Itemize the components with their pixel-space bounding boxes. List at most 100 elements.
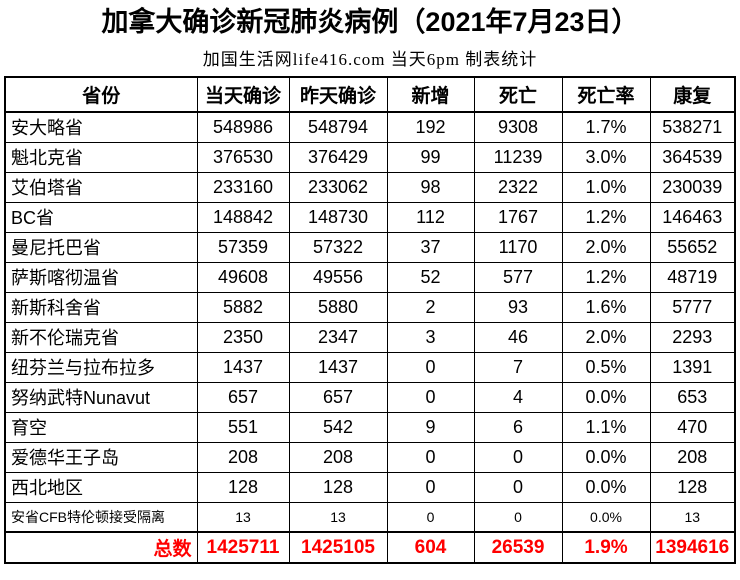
cell-province: 努纳武特Nunavut [4,381,198,413]
cell-death-rate: 0.0% [561,501,651,533]
cell-deaths: 1170 [473,231,563,263]
cell-deaths: 4 [473,381,563,413]
cell-today: 128 [196,471,290,503]
cell-new: 0 [386,441,475,473]
cell-new: 3 [386,321,475,353]
cell-province: 新斯科舍省 [4,291,198,323]
table-row: 努纳武特Nunavut 657 657 0 4 0.0% 653 [4,381,736,413]
cell-deaths: 93 [473,291,563,323]
cell-province: BC省 [4,201,198,233]
header-recovered: 康复 [649,76,736,113]
table-row: 纽芬兰与拉布拉多 1437 1437 0 7 0.5% 1391 [4,351,736,383]
cell-death-rate: 0.5% [561,351,651,383]
cell-new: 0 [386,381,475,413]
cell-yesterday: 5880 [288,291,388,323]
cell-new: 112 [386,201,475,233]
cell-deaths: 7 [473,351,563,383]
page-header: 加拿大确诊新冠肺炎病例（2021年7月23日） 加国生活网life416.com… [0,0,740,70]
cell-death-rate: 1.2% [561,201,651,233]
cell-death-rate: 0.0% [561,471,651,503]
table-row: 新不伦瑞克省 2350 2347 3 46 2.0% 2293 [4,321,736,353]
cell-death-rate: 1.0% [561,171,651,203]
cell-today: 657 [196,381,290,413]
cell-province: 纽芬兰与拉布拉多 [4,351,198,383]
cell-today: 5882 [196,291,290,323]
cell-yesterday: 208 [288,441,388,473]
cell-province: 西北地区 [4,471,198,503]
header-today-confirmed: 当天确诊 [196,76,290,113]
cell-today: 233160 [196,171,290,203]
cell-yesterday: 49556 [288,261,388,293]
cell-recovered: 1391 [649,351,736,383]
cell-new: 52 [386,261,475,293]
total-label: 总数 [4,531,198,564]
cell-recovered: 5777 [649,291,736,323]
table-body: 安大略省 548986 548794 192 9308 1.7% 538271 魁北克省 376… [4,111,736,533]
total-recovered: 1394616 [649,531,736,564]
page-title: 加拿大确诊新冠肺炎病例（2021年7月23日） [101,7,639,37]
cell-deaths: 0 [473,501,563,533]
cell-yesterday: 542 [288,411,388,443]
cell-new: 99 [386,141,475,173]
cell-recovered: 230039 [649,171,736,203]
cell-recovered: 13 [649,501,736,533]
cell-death-rate: 2.0% [561,231,651,263]
cell-recovered: 470 [649,411,736,443]
cell-recovered: 55652 [649,231,736,263]
table-row: 西北地区 128 128 0 0 0.0% 128 [4,471,736,503]
cell-deaths: 577 [473,261,563,293]
cell-province: 安省CFB特伦顿接受隔离 [4,501,198,533]
cell-recovered: 653 [649,381,736,413]
table-row: 魁北克省 376530 376429 99 11239 3.0% 364539 [4,141,736,173]
header-death-rate: 死亡率 [561,76,651,113]
table-header-row: 省份 当天确诊 昨天确诊 新增 死亡 死亡率 康复 [4,76,736,113]
cell-today: 2350 [196,321,290,353]
cell-recovered: 48719 [649,261,736,293]
cell-deaths: 0 [473,471,563,503]
cell-new: 98 [386,171,475,203]
cell-province: 曼尼托巴省 [4,231,198,263]
cell-recovered: 128 [649,471,736,503]
cell-yesterday: 1437 [288,351,388,383]
total-yesterday: 1425105 [288,531,388,564]
cell-province: 魁北克省 [4,141,198,173]
header-new-cases: 新增 [386,76,475,113]
cell-yesterday: 548794 [288,111,388,143]
cell-today: 13 [196,501,290,533]
cell-today: 208 [196,441,290,473]
cell-recovered: 2293 [649,321,736,353]
covid-stats-table: 省份 当天确诊 昨天确诊 新增 死亡 死亡率 康复 安大略省 548986 5487… [4,76,736,564]
cell-deaths: 6 [473,411,563,443]
table-row: 新斯科舍省 5882 5880 2 93 1.6% 5777 [4,291,736,323]
cell-recovered: 146463 [649,201,736,233]
table-row: 萨斯喀彻温省 49608 49556 52 577 1.2% 48719 [4,261,736,293]
cell-yesterday: 57322 [288,231,388,263]
cell-today: 49608 [196,261,290,293]
cell-today: 148842 [196,201,290,233]
cell-recovered: 364539 [649,141,736,173]
cell-yesterday: 376429 [288,141,388,173]
total-deaths: 26539 [473,531,563,564]
cell-deaths: 9308 [473,111,563,143]
table-row: 爱德华王子岛 208 208 0 0 0.0% 208 [4,441,736,473]
cell-today: 1437 [196,351,290,383]
header-province: 省份 [4,76,198,113]
table-row: 安大略省 548986 548794 192 9308 1.7% 538271 [4,111,736,143]
cell-death-rate: 1.1% [561,411,651,443]
cell-death-rate: 1.7% [561,111,651,143]
cell-death-rate: 3.0% [561,141,651,173]
cell-new: 192 [386,111,475,143]
cell-deaths: 0 [473,441,563,473]
cell-new: 0 [386,471,475,503]
cell-yesterday: 148730 [288,201,388,233]
cell-today: 551 [196,411,290,443]
cell-new: 37 [386,231,475,263]
cell-province: 安大略省 [4,111,198,143]
cell-yesterday: 233062 [288,171,388,203]
cell-province: 萨斯喀彻温省 [4,261,198,293]
page-subtitle: 加国生活网life416.com 当天6pm 制表统计 [202,50,538,69]
cell-death-rate: 1.6% [561,291,651,323]
cell-province: 艾伯塔省 [4,171,198,203]
cell-death-rate: 1.2% [561,261,651,293]
header-yesterday-confirmed: 昨天确诊 [288,76,388,113]
